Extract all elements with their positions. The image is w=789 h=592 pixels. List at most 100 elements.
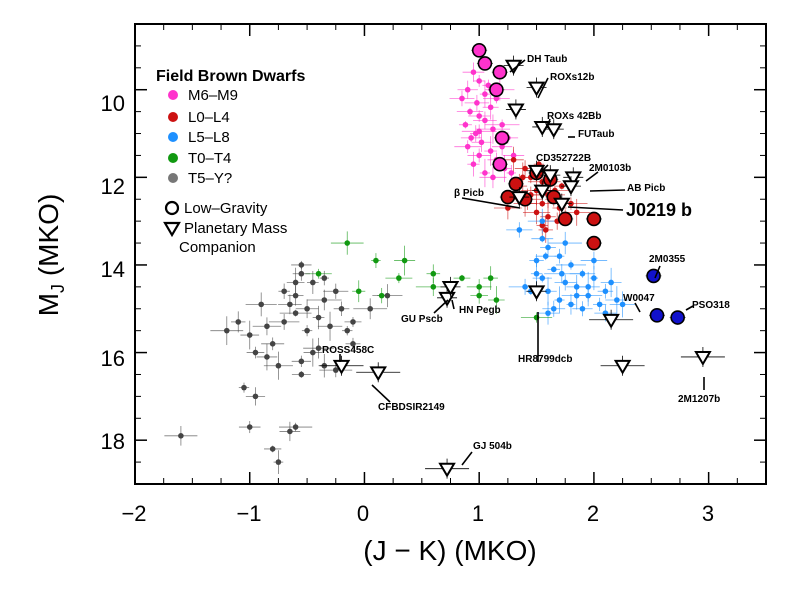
field-point [573, 284, 580, 290]
field-point [459, 275, 465, 281]
field-point [315, 314, 322, 321]
field-point [459, 95, 465, 102]
label-hr8799dcb: HR8799dcb [518, 354, 572, 365]
field-point [476, 128, 482, 135]
low-gravity-point [586, 235, 602, 251]
field-point [264, 354, 270, 360]
field-point [401, 257, 408, 264]
legend-label-companion-2: Companion [179, 239, 256, 256]
legend-marker-low-gravity [164, 200, 180, 216]
field-point [332, 288, 339, 295]
field-point [287, 428, 293, 435]
axis-ticks [134, 24, 767, 485]
field-point [281, 319, 287, 325]
field-point [464, 86, 471, 93]
xtick-label: 1 [472, 501, 484, 526]
field-point [298, 270, 305, 277]
low-gravity-point [494, 130, 510, 146]
field-point [476, 113, 482, 119]
annotation-leader [546, 118, 551, 129]
annotation-leader [461, 451, 473, 466]
annotation-leader [537, 77, 549, 99]
ytick-label: 10 [101, 91, 125, 116]
x-tick-labels: −2 −1 0 1 2 3 [121, 501, 714, 526]
field-point [246, 332, 253, 338]
field-point [327, 323, 333, 330]
field-point [462, 121, 469, 128]
field-point [269, 341, 276, 347]
field-point [470, 161, 477, 167]
companion-point [562, 180, 580, 196]
legend-label-l5: L5–L8 [188, 129, 230, 146]
field-point [252, 393, 259, 400]
field-point [482, 170, 488, 176]
label-2m0355: 2M0355 [649, 254, 686, 265]
field-point [493, 95, 500, 102]
field-point [430, 270, 437, 277]
y-axis-title: MJ (MKO) [33, 194, 68, 317]
field-point [556, 297, 563, 303]
field-point [321, 275, 328, 281]
field-point [350, 319, 356, 325]
label-w0047: W0047 [623, 293, 655, 304]
y-axis-title-rest: (MKO) [33, 194, 64, 284]
field-point [614, 297, 620, 303]
field-point [539, 222, 546, 229]
low-gravity-point [489, 82, 504, 98]
companion-points [319, 55, 725, 479]
annotation-leaders [339, 59, 705, 466]
ytick-label: 16 [101, 346, 125, 371]
low-gravity-point [557, 211, 573, 227]
field-point [562, 240, 569, 246]
legend-label-t5: T5–Y? [188, 170, 232, 187]
legend-marker-t5 [168, 173, 178, 183]
field-point [235, 319, 242, 325]
label-futaub: FUTaub [578, 129, 614, 140]
xtick-label: −2 [121, 501, 146, 526]
field-point [223, 327, 230, 334]
field-point [384, 292, 391, 299]
field-point [519, 174, 526, 181]
label-gu-pscb: GU Pscb [401, 314, 443, 325]
field-point [304, 305, 310, 312]
annotation-leader [567, 206, 624, 211]
field-point [579, 305, 586, 312]
field-point [539, 200, 546, 207]
legend-label-l0: L0–L4 [188, 109, 230, 126]
field-point [596, 301, 603, 308]
field-point [355, 288, 362, 295]
companion-point [507, 103, 525, 119]
field-point [585, 292, 591, 299]
svg-text:MJ (MKO): MJ (MKO) [33, 194, 68, 317]
field-point [310, 279, 316, 286]
field-point [476, 284, 482, 290]
companion-point [441, 280, 460, 296]
field-point [608, 279, 614, 286]
companion-point [527, 164, 546, 180]
field-point [430, 284, 437, 290]
field-point [315, 270, 322, 277]
field-point [556, 253, 563, 259]
annotation-leader [433, 299, 449, 314]
companion-point [533, 184, 552, 200]
field-point [539, 235, 546, 242]
field-point [539, 275, 546, 281]
field-point [490, 174, 496, 181]
field-point [545, 310, 551, 316]
low-gravity-point [508, 176, 524, 192]
legend: Field Brown Dwarfs M6–M9 L0–L4 L5–L8 T0–… [156, 68, 305, 256]
annotation-leader [461, 197, 521, 209]
companion-point [613, 359, 632, 375]
label-roxs42bb: ROXs 42Bb [547, 111, 601, 122]
low-gravity-point [649, 308, 665, 323]
low-gravity-point [586, 211, 602, 227]
label-hn-pegb: HN Pegb [459, 305, 501, 316]
field-point [568, 301, 574, 308]
label-cfbdsir2149: CFBDSIR2149 [378, 402, 445, 413]
low-gravity-point [492, 64, 508, 80]
companion-point [527, 81, 546, 97]
field-point [350, 341, 356, 347]
ytick-label: 12 [101, 174, 125, 199]
field-point [275, 362, 282, 369]
field-point [487, 104, 494, 111]
